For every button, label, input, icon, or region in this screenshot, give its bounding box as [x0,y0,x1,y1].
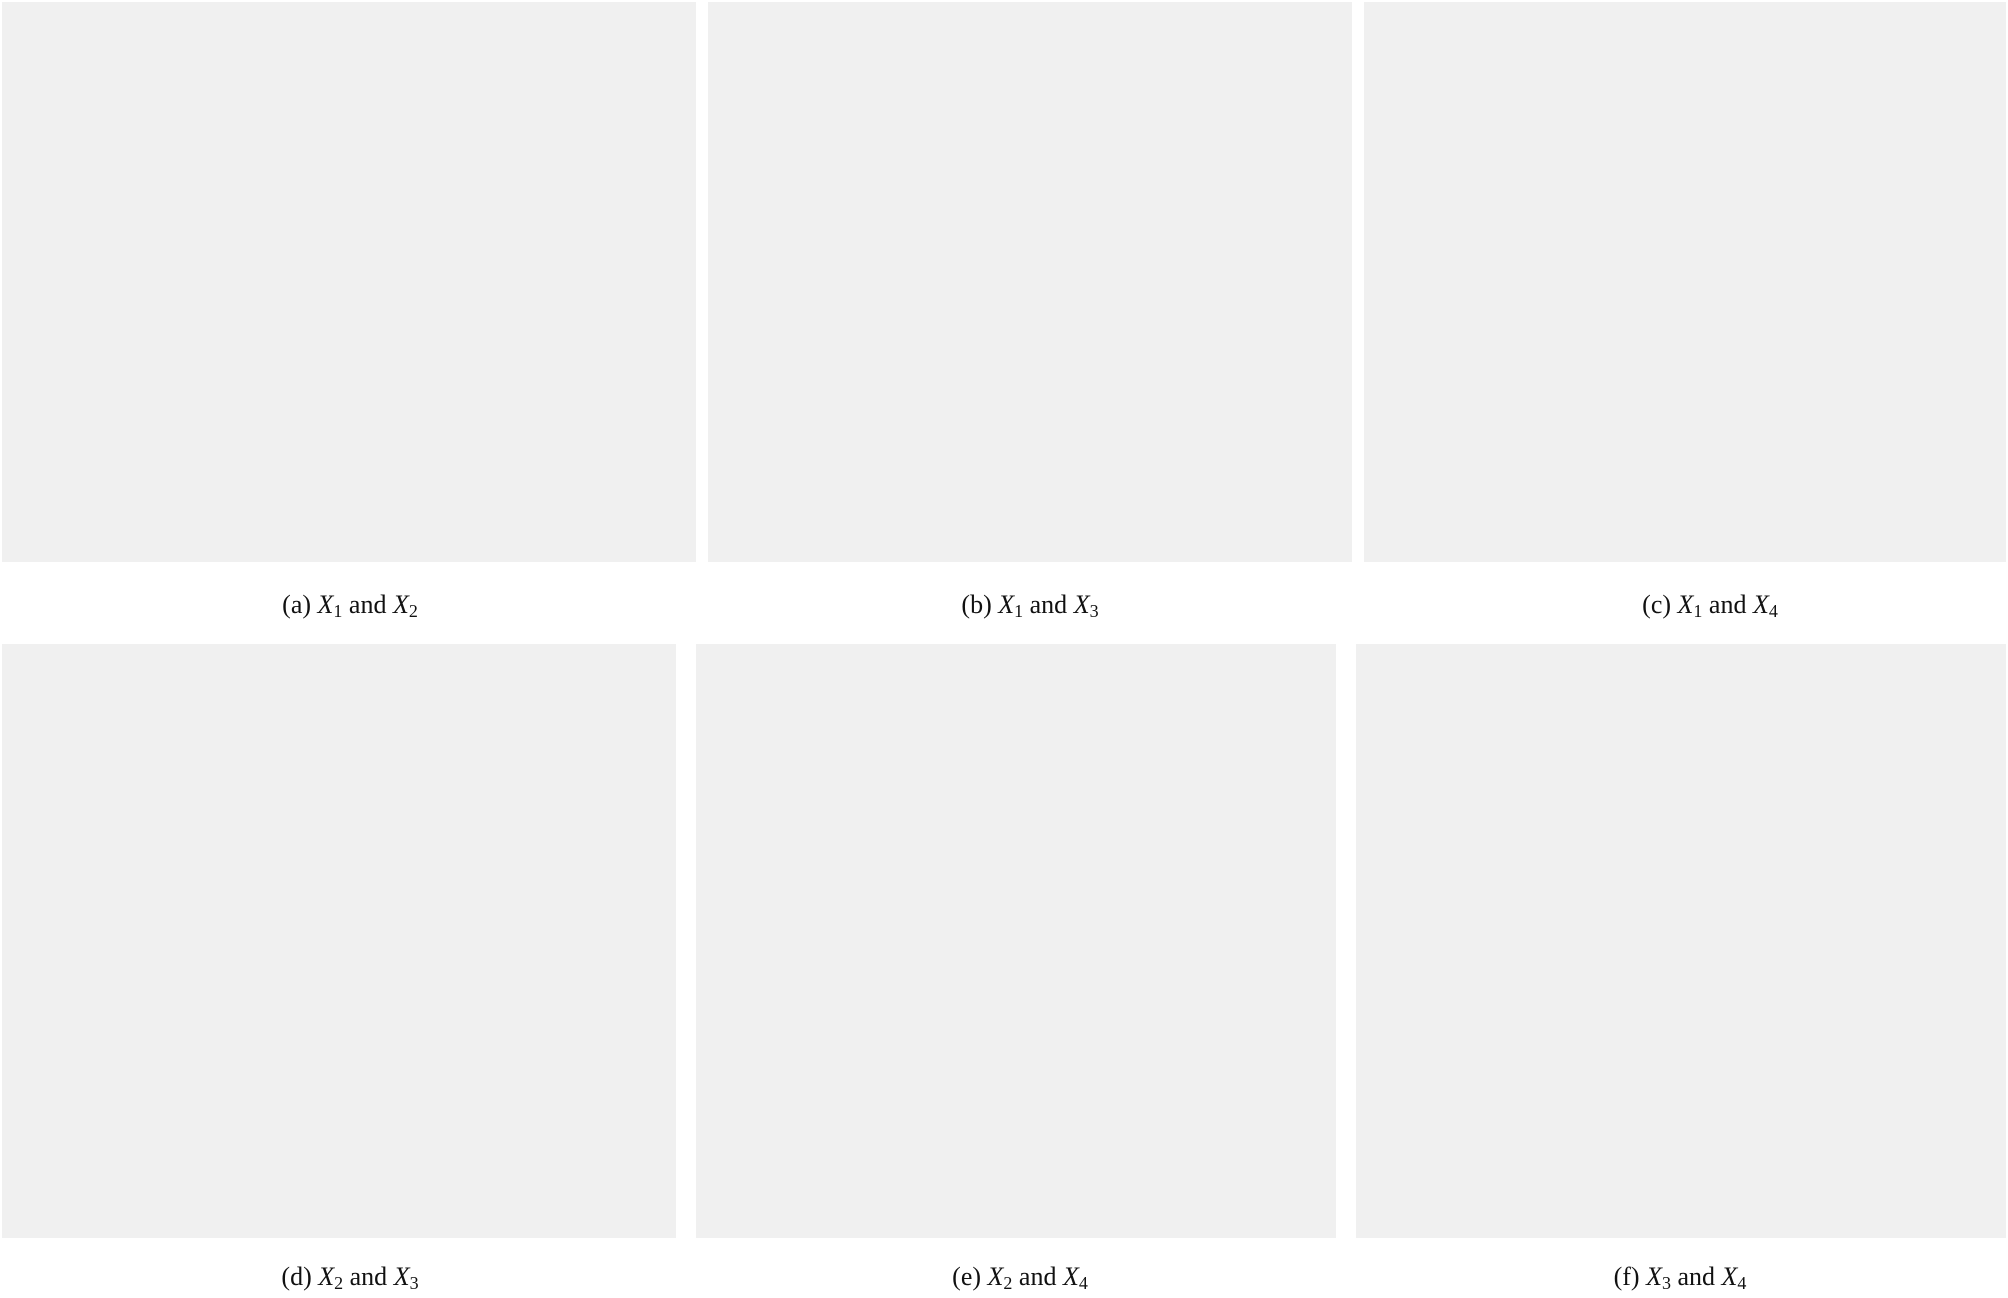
chart-panel-f [1356,644,2006,1238]
chart-panel-d [2,644,676,1238]
chart-svg-b [708,2,1352,562]
chart-panel-e [696,644,1336,1238]
caption-c: (c) X1 and X4 [1642,590,1778,621]
chart-svg-a [2,2,696,562]
caption-b: (b) X1 and X3 [961,590,1099,621]
chart-svg-f [1356,644,2006,1238]
caption-f: (f) X3 and X4 [1613,1262,1747,1293]
caption-e: (e) X2 and X4 [952,1262,1088,1293]
caption-d: (d) X2 and X3 [281,1262,419,1293]
chart-svg-d [2,644,676,1238]
chart-svg-e [696,644,1336,1238]
chart-panel-b [708,2,1352,562]
chart-panel-a [2,2,696,562]
chart-svg-c [1364,2,2006,562]
chart-panel-c [1364,2,2006,562]
caption-a: (a) X1 and X2 [282,590,418,621]
